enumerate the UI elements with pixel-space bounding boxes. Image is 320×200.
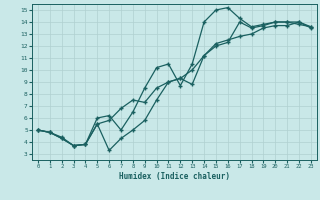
X-axis label: Humidex (Indice chaleur): Humidex (Indice chaleur) xyxy=(119,172,230,181)
